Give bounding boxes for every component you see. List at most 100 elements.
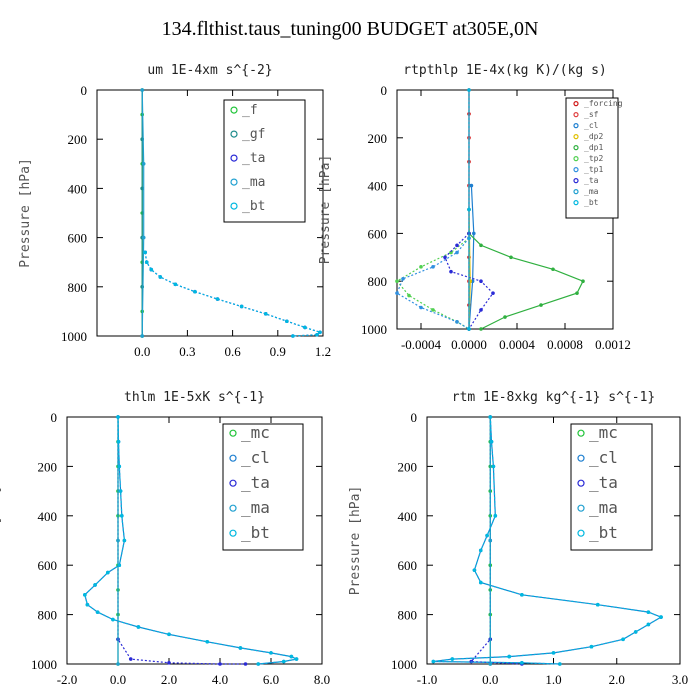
series-line bbox=[470, 417, 522, 665]
legend-marker bbox=[229, 504, 237, 512]
data-point bbox=[315, 332, 319, 337]
data-point bbox=[419, 305, 423, 310]
data-point bbox=[269, 651, 273, 655]
chart-panel-1: um 1E-4xm s^{-2} Pressure [hPa] 0.0 0.3 0.6 0… bbox=[18, 63, 331, 359]
data-point bbox=[294, 657, 299, 661]
y-tick-label: 200 bbox=[368, 131, 388, 146]
data-point bbox=[455, 250, 459, 255]
legend-label: _tp1 bbox=[584, 165, 603, 174]
legend-label: _tp2 bbox=[584, 154, 603, 163]
y-tick-label: 400 bbox=[398, 509, 418, 524]
data-point bbox=[491, 291, 495, 295]
data-point bbox=[291, 334, 295, 338]
data-point bbox=[472, 568, 477, 572]
legend-marker bbox=[229, 454, 237, 462]
series-tp1 bbox=[395, 236, 471, 331]
data-point bbox=[443, 255, 447, 260]
data-point bbox=[520, 593, 524, 597]
legend: _mc _cl _ta _ma _bt bbox=[222, 423, 304, 551]
panel-title: thlm 1E-5xK s^{-1} bbox=[124, 390, 265, 405]
series-line bbox=[444, 232, 494, 330]
series-bt bbox=[83, 415, 299, 666]
x-tick-label: 1.0 bbox=[545, 672, 561, 687]
x-tick-label: 0.0000 bbox=[451, 337, 487, 352]
legend-marker bbox=[230, 202, 238, 210]
legend-label: _f bbox=[242, 103, 258, 118]
panel-title: rtm 1E-8xkg kg^{-1} s^{-1} bbox=[452, 390, 656, 405]
legend: _f _gf _ta _ma _bt bbox=[223, 99, 306, 223]
x-tick-label: 0.0 bbox=[134, 344, 150, 359]
y-axis-label: Pressure [hPa] bbox=[18, 158, 33, 268]
data-point bbox=[122, 538, 127, 543]
data-point bbox=[120, 514, 124, 518]
y-tick-label: 400 bbox=[368, 179, 388, 194]
data-point bbox=[95, 610, 100, 614]
data-point bbox=[167, 632, 171, 637]
legend-marker bbox=[573, 178, 579, 184]
data-point bbox=[558, 662, 562, 666]
data-point bbox=[141, 162, 146, 166]
x-tick-label: 0.6 bbox=[224, 344, 241, 359]
data-point bbox=[419, 265, 423, 269]
data-point bbox=[478, 548, 483, 553]
data-point bbox=[118, 489, 123, 493]
data-point bbox=[263, 312, 268, 316]
legend-marker bbox=[573, 134, 579, 140]
legend-marker bbox=[577, 479, 585, 487]
series-bt bbox=[467, 88, 471, 331]
data-point bbox=[167, 660, 171, 665]
data-point bbox=[479, 243, 483, 248]
data-point bbox=[431, 308, 435, 312]
series-line bbox=[144, 252, 322, 337]
data-point bbox=[173, 282, 178, 287]
y-tick-label: 600 bbox=[398, 558, 418, 573]
legend-box bbox=[570, 423, 653, 551]
legend-marker bbox=[229, 479, 237, 487]
y-tick-label: 1000 bbox=[61, 329, 87, 344]
legend: _forcing _sf _cl _dp2 _dp1 _tp2 _tp1 _ta _ma _bt bbox=[565, 97, 623, 219]
data-point bbox=[467, 207, 471, 212]
data-point bbox=[659, 615, 663, 619]
data-point bbox=[93, 583, 97, 587]
data-point bbox=[239, 304, 244, 309]
data-point bbox=[281, 659, 286, 664]
data-point bbox=[149, 267, 154, 272]
data-point bbox=[215, 297, 220, 301]
series-ta bbox=[469, 415, 524, 666]
data-point bbox=[116, 439, 121, 444]
data-point bbox=[575, 291, 579, 295]
data-point bbox=[243, 662, 248, 666]
y-tick-label: 1000 bbox=[31, 657, 57, 672]
legend-label: _ma bbox=[584, 187, 599, 196]
data-point bbox=[205, 639, 210, 644]
x-tick-label: 2.0 bbox=[161, 672, 177, 687]
legend-label: _cl bbox=[241, 448, 270, 467]
legend-label: _ta bbox=[584, 176, 599, 185]
legend-label: _ma bbox=[242, 175, 265, 190]
legend-marker bbox=[573, 100, 579, 107]
legend-marker bbox=[230, 154, 238, 162]
legend-marker bbox=[573, 122, 579, 129]
y-tick-label: 600 bbox=[368, 226, 388, 241]
legend-marker bbox=[577, 529, 585, 537]
legend-marker bbox=[573, 189, 579, 195]
chart-panel-2: rtpthlp 1E-4x(kg K)/(kg s) Pressure [hPa]… bbox=[318, 63, 631, 352]
x-tick-label: 0.0 bbox=[482, 672, 498, 687]
x-tick-label: 0.0004 bbox=[499, 337, 535, 352]
data-point bbox=[141, 235, 146, 240]
data-point bbox=[144, 260, 149, 265]
legend-label: _ma bbox=[241, 498, 270, 517]
data-point bbox=[646, 610, 651, 614]
legend-label: _ta bbox=[241, 473, 270, 492]
data-point bbox=[488, 662, 493, 666]
y-tick-label: 200 bbox=[398, 459, 418, 474]
y-axis-label: Pressure [hPa] bbox=[318, 155, 333, 265]
legend-box bbox=[223, 99, 306, 223]
legend-label: _dp2 bbox=[584, 132, 603, 141]
x-tick-label: 6.0 bbox=[263, 672, 279, 687]
x-tick-label: 0.0012 bbox=[595, 337, 631, 352]
data-point bbox=[143, 250, 148, 255]
legend-marker bbox=[577, 429, 585, 437]
series-line bbox=[468, 185, 475, 330]
